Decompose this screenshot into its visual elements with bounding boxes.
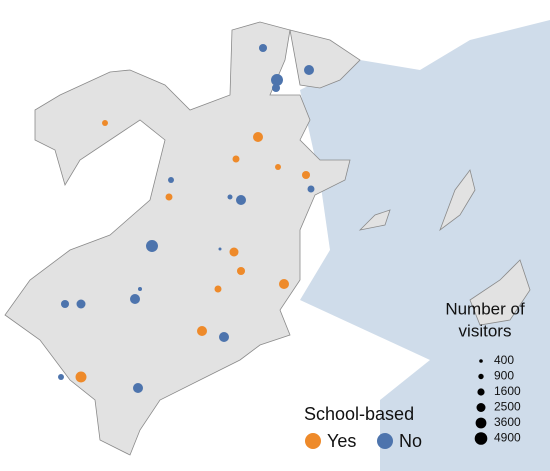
size-legend-label: 1600 bbox=[494, 384, 521, 398]
visitor-point bbox=[229, 247, 239, 257]
visitor-point bbox=[258, 43, 268, 53]
visitor-point bbox=[165, 193, 173, 201]
size-legend-title: visitors bbox=[459, 321, 512, 340]
visitor-point bbox=[275, 164, 281, 170]
visitor-point bbox=[168, 177, 174, 183]
group-legend-title: School-based bbox=[304, 404, 414, 424]
visitor-point bbox=[307, 185, 315, 193]
boston-land bbox=[4, 21, 351, 456]
size-legend-dot bbox=[474, 432, 488, 445]
visitor-point bbox=[303, 64, 315, 76]
size-legend-title: Number of bbox=[445, 299, 525, 318]
peninsula bbox=[469, 259, 531, 326]
visitor-point bbox=[214, 285, 222, 293]
visitor-point bbox=[218, 247, 222, 251]
visitor-point bbox=[271, 83, 281, 93]
visitor-point bbox=[129, 293, 141, 305]
group-legend-dot bbox=[377, 433, 393, 449]
visitor-point bbox=[252, 131, 264, 143]
visitor-point bbox=[76, 299, 86, 309]
visitor-point bbox=[102, 120, 108, 126]
visitor-point bbox=[137, 286, 143, 292]
visitor-point bbox=[58, 374, 64, 380]
group-legend-label: No bbox=[399, 431, 422, 451]
visitor-point bbox=[232, 155, 240, 163]
harbor-water bbox=[300, 20, 550, 471]
island bbox=[358, 209, 391, 231]
visitor-point bbox=[227, 194, 233, 200]
visitor-point bbox=[132, 382, 144, 394]
visitor-point bbox=[278, 278, 290, 290]
island bbox=[439, 169, 476, 232]
visitor-point bbox=[60, 299, 70, 309]
visitor-point bbox=[196, 325, 208, 337]
visitor-point bbox=[146, 240, 158, 252]
visitor-point bbox=[235, 194, 247, 206]
visitor-point bbox=[271, 74, 283, 86]
visitor-point bbox=[75, 371, 87, 383]
size-legend-dot bbox=[479, 359, 483, 363]
size-legend-label: 3600 bbox=[494, 415, 521, 429]
visitor-point bbox=[236, 266, 246, 276]
visitor-point bbox=[301, 170, 311, 180]
group-legend-label: Yes bbox=[327, 431, 356, 451]
size-legend-dot bbox=[478, 373, 484, 380]
group-legend-dot bbox=[305, 433, 321, 449]
size-legend-label: 2500 bbox=[494, 400, 521, 414]
size-legend-dot bbox=[476, 403, 486, 412]
size-legend-dot bbox=[475, 417, 487, 429]
size-legend-dot bbox=[477, 388, 485, 396]
visitor-point bbox=[218, 331, 230, 343]
size-legend-label: 900 bbox=[494, 369, 514, 383]
size-legend-label: 4900 bbox=[494, 431, 521, 445]
size-legend-label: 400 bbox=[494, 353, 514, 367]
